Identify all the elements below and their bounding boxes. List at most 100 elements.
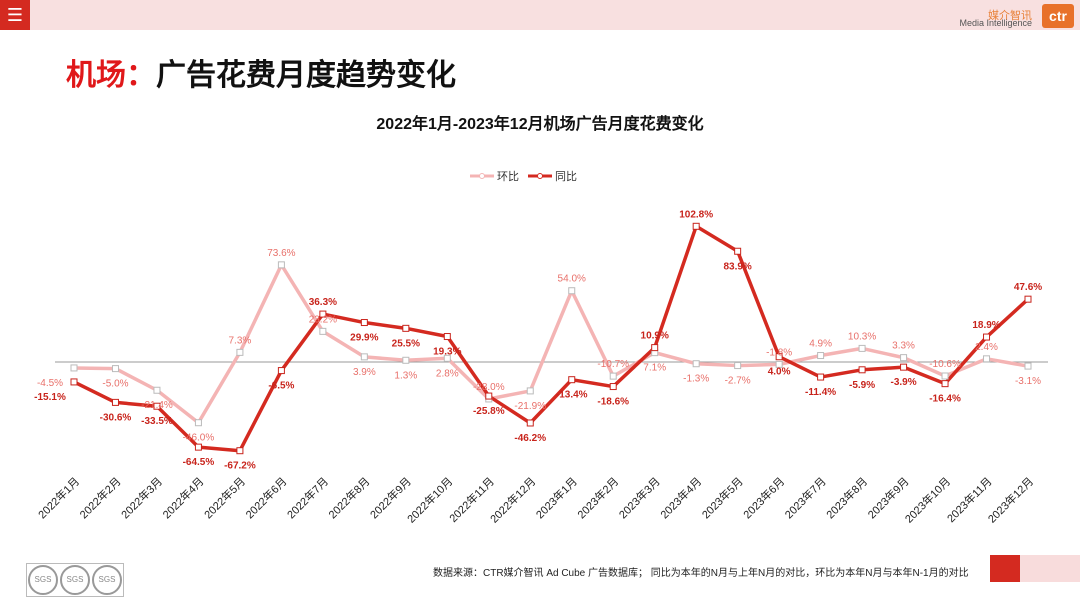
x-tick-label: 2023年8月 [823, 474, 870, 521]
data-point [651, 344, 659, 352]
data-point [692, 222, 700, 230]
footer-block-red [990, 555, 1020, 582]
data-label: -30.6% [100, 412, 132, 423]
data-label: -3.1% [1015, 376, 1041, 387]
data-point [900, 354, 908, 362]
legend-label: 环比 [497, 170, 519, 183]
data-label: 7.1% [643, 363, 666, 374]
data-point [111, 398, 119, 406]
x-tick-label: 2023年9月 [865, 474, 912, 521]
x-tick-label: 2022年1月 [35, 474, 82, 521]
data-point [443, 354, 451, 362]
data-label: -46.0% [183, 433, 215, 444]
data-point [900, 363, 908, 371]
data-label: 54.0% [558, 274, 586, 285]
title-prefix: 机场： [66, 59, 156, 92]
data-point [983, 333, 991, 341]
data-point [277, 261, 285, 269]
data-point [568, 287, 576, 295]
data-point [983, 355, 991, 363]
x-tick-label: 2023年6月 [740, 474, 787, 521]
data-point [70, 378, 78, 386]
data-label: 2.4% [975, 342, 998, 353]
data-label: -4.5% [37, 378, 63, 389]
data-label: 73.6% [267, 248, 295, 259]
data-label: -25.8% [473, 406, 505, 417]
data-point [194, 443, 202, 451]
data-label: 36.3% [309, 297, 337, 308]
data-label: 18.9% [972, 320, 1000, 331]
data-label: -15.1% [34, 392, 66, 403]
legend-marker [479, 173, 485, 179]
x-tick-label: 2022年8月 [325, 474, 372, 521]
data-point [775, 360, 783, 368]
data-point [194, 419, 202, 427]
x-tick-label: 2023年1月 [533, 474, 580, 521]
data-label: -33.5% [141, 416, 173, 427]
data-point [70, 364, 78, 372]
data-point [734, 247, 742, 255]
data-point [526, 419, 534, 427]
data-point [319, 327, 327, 335]
series-line-环比 [73, 263, 1029, 425]
data-label: -10.7% [597, 359, 629, 370]
data-point [111, 365, 119, 373]
data-point [858, 366, 866, 374]
source-note: 数据来源：CTR媒介智讯 Ad Cube 广告数据库； 同比为本年的N月与上年N… [433, 568, 969, 579]
data-label: -21.9% [514, 401, 546, 412]
data-label: -67.2% [224, 461, 256, 472]
x-tick-label: 2022年7月 [284, 474, 331, 521]
data-point [277, 367, 285, 375]
data-point [402, 356, 410, 364]
data-label: 2.8% [436, 368, 459, 379]
x-tick-label: 2022年2月 [77, 474, 124, 521]
x-tick-label: 2022年6月 [242, 474, 289, 521]
footer-block-pink [1020, 555, 1080, 582]
data-label: -5.9% [849, 380, 875, 391]
data-point [692, 360, 700, 368]
data-point [236, 447, 244, 455]
legend-marker [537, 173, 543, 179]
data-point [443, 333, 451, 341]
data-point [1024, 295, 1032, 303]
hamburger-icon[interactable]: ☰ [0, 0, 30, 30]
x-tick-label: 2022年9月 [367, 474, 414, 521]
data-label: -1.8% [766, 347, 792, 358]
data-label: 23.2% [309, 314, 337, 325]
data-point [153, 386, 161, 394]
data-point [360, 353, 368, 361]
data-label: -6.5% [268, 381, 294, 392]
data-label: 3.9% [353, 367, 376, 378]
data-point [485, 392, 493, 400]
data-label: 4.0% [768, 367, 791, 378]
x-tick-label: 2022年5月 [201, 474, 248, 521]
title-rest: 广告花费月度趋势变化 [156, 59, 456, 92]
data-label: 83.9% [723, 261, 751, 272]
data-label: 10.3% [848, 331, 876, 342]
data-label: 7.3% [229, 335, 252, 346]
data-point [734, 362, 742, 370]
data-label: 25.5% [392, 338, 420, 349]
x-tick-label: 2023年5月 [699, 474, 746, 521]
data-label: 1.3% [394, 370, 417, 381]
sgs-certification-logos: SGS SGS SGS [26, 563, 124, 597]
data-label: -5.0% [102, 379, 128, 390]
data-point [775, 353, 783, 361]
data-point [319, 310, 327, 318]
brand-en: Media Intelligence [959, 18, 1032, 28]
data-label: -2.7% [725, 376, 751, 387]
data-label: 19.3% [433, 347, 461, 358]
data-point [609, 372, 617, 380]
x-tick-label: 2022年4月 [159, 474, 206, 521]
data-label: -13.4% [556, 390, 588, 401]
data-point [526, 387, 534, 395]
x-tick-label: 2023年2月 [574, 474, 621, 521]
top-bar [0, 0, 1080, 30]
data-label: -46.2% [514, 433, 546, 444]
data-point [858, 344, 866, 352]
data-point [360, 319, 368, 327]
data-label: -18.6% [597, 397, 629, 408]
series-line-同比 [73, 224, 1030, 453]
data-point [609, 383, 617, 391]
